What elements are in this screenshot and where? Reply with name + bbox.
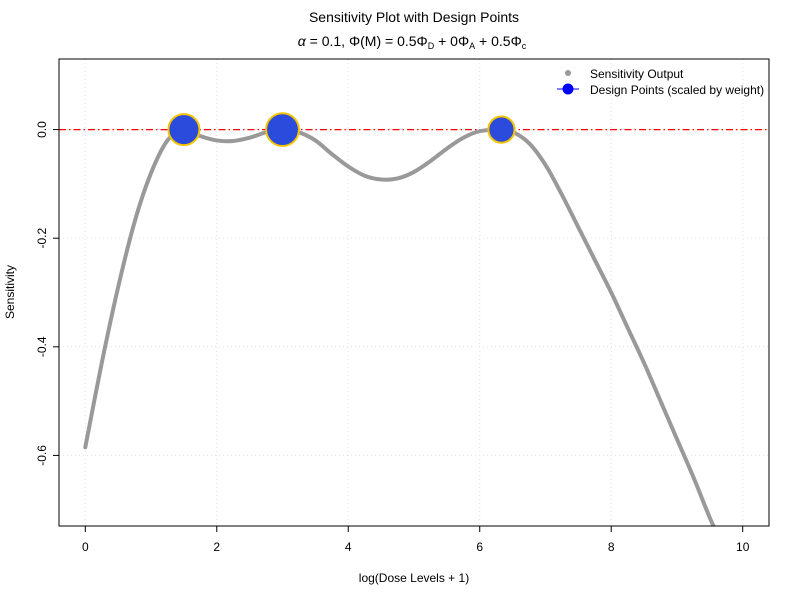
subtitle-plus-c: + 0.5 [475, 33, 511, 49]
subtitle-phi-d: Φ [417, 33, 428, 49]
subtitle-phi-m: Φ(M) [349, 33, 381, 49]
x-tick-label: 0 [82, 540, 89, 554]
x-axis-label: log(Dose Levels + 1) [359, 571, 469, 585]
design-point [487, 115, 516, 144]
chart-subtitle: α = 0.1, Φ(M) = 0.5ΦD + 0ΦA + 0.5Φc [298, 33, 527, 51]
subtitle-sub-c: c [522, 41, 527, 51]
x-tick-label: 10 [736, 540, 750, 554]
x-axis: 0 2 4 6 8 10 [82, 525, 750, 554]
y-axis: 0.0 -0.2 -0.4 -0.6 [35, 121, 60, 466]
legend: Sensitivity Output Design Points (scaled… [557, 67, 764, 97]
subtitle-sub-a: A [469, 41, 475, 51]
x-tick-label: 4 [345, 540, 352, 554]
y-axis-label: Sensitivity [3, 265, 17, 319]
design-points-group [167, 112, 516, 147]
x-tick-label: 8 [608, 540, 615, 554]
subtitle-phi-c: Φ [511, 33, 522, 49]
design-point [167, 113, 201, 147]
subtitle-plus-a: + 0 [434, 33, 458, 49]
subtitle-equals: = 0.5 [381, 33, 417, 49]
legend-marker-design [562, 83, 574, 95]
chart-title: Sensitivity Plot with Design Points [309, 9, 519, 25]
y-tick-label: -0.4 [35, 336, 49, 357]
y-tick-label: 0.0 [35, 121, 49, 138]
subtitle-alpha-symbol: α [298, 33, 307, 49]
sensitivity-curve [83, 127, 716, 526]
x-tick-label: 6 [476, 540, 483, 554]
x-tick-label: 2 [213, 540, 220, 554]
legend-label-design: Design Points (scaled by weight) [590, 83, 764, 97]
subtitle-phi-a: Φ [458, 33, 469, 49]
design-point [265, 112, 300, 147]
subtitle-alpha-text: = 0.1, [306, 33, 349, 49]
sensitivity-curve-start-point [83, 445, 88, 450]
sensitivity-curve-group [83, 127, 716, 526]
y-tick-label: -0.2 [35, 228, 49, 249]
legend-marker-sensitivity [565, 70, 571, 76]
legend-label-sensitivity: Sensitivity Output [590, 67, 684, 81]
y-tick-label: -0.6 [35, 445, 49, 466]
subtitle-sub-d: D [428, 41, 435, 51]
